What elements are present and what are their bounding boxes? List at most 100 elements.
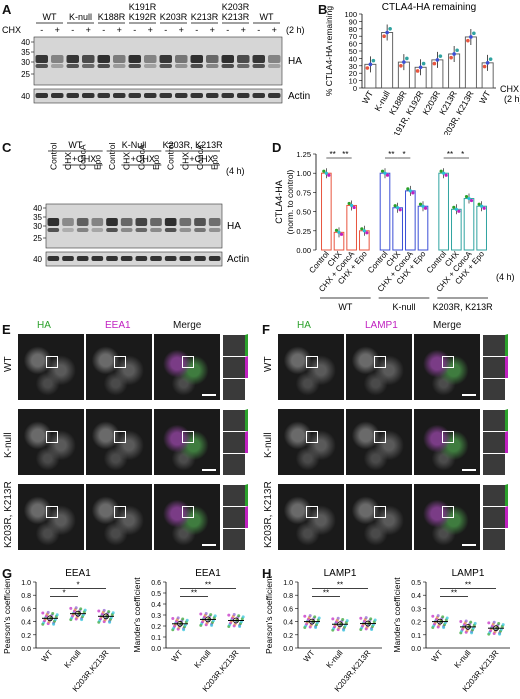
ha-band-lower — [106, 228, 118, 232]
data-point — [83, 608, 87, 612]
data-point — [480, 204, 484, 208]
column-label: Merge — [433, 320, 462, 331]
column-label: EEA1 — [105, 320, 131, 331]
ha-band-lower — [237, 64, 250, 68]
y-tick-label: 0.1 — [151, 635, 161, 642]
chx-sign: + — [210, 25, 215, 35]
y-tick-label: 0.4 — [411, 593, 421, 600]
actin-band — [206, 93, 219, 98]
data-point — [52, 622, 56, 626]
roi-box — [442, 431, 454, 443]
panel-letter-f: F — [262, 322, 270, 337]
ha-band — [66, 55, 79, 63]
data-point — [380, 169, 385, 173]
data-point — [331, 617, 335, 621]
ha-band — [144, 55, 157, 63]
roi-box — [46, 356, 58, 368]
data-point — [182, 628, 186, 632]
actin-band — [82, 93, 95, 98]
y-axis-label: % CTLA4-HA remaining — [324, 6, 334, 97]
data-point — [337, 230, 341, 234]
panel-c-western-blot: WT +CHX K-Null +CHX K203R, K213R +CHX Control C… — [33, 140, 249, 267]
zoom-inset — [222, 409, 248, 432]
y-tick-label: 0.5 — [411, 580, 421, 587]
scale-bar — [202, 394, 216, 396]
y-tick-label: 20 — [349, 69, 357, 78]
ha-band — [76, 218, 89, 226]
panel-e-micrographs: HA EEA1 Merge WT K-null K203R, K213R — [0, 320, 260, 560]
data-point — [452, 52, 456, 56]
x-tick-label: WT — [360, 89, 375, 105]
data-point — [80, 618, 84, 622]
data-point — [492, 620, 496, 624]
bar — [321, 172, 332, 251]
data-point — [308, 614, 312, 618]
y-tick-label: 80 — [349, 25, 357, 34]
x-tick-label: WT — [430, 648, 445, 663]
actin-band — [47, 256, 60, 261]
data-point — [383, 171, 387, 175]
chx-sign: - — [40, 25, 43, 35]
ha-band — [128, 55, 141, 63]
y-tick-label: 0.25 — [296, 227, 311, 236]
data-point — [436, 614, 440, 618]
data-point — [181, 617, 185, 621]
actin-band — [97, 93, 110, 98]
y-tick-label: 0.00 — [296, 246, 311, 255]
ha-band-lower — [47, 228, 60, 232]
scale-bar — [202, 469, 216, 471]
data-point — [467, 196, 471, 201]
chx-label: +CHX — [189, 154, 213, 164]
chart-title: EEA1 — [65, 568, 91, 579]
chx-sign: - — [102, 25, 105, 35]
y-tick-label: 0.0 — [21, 646, 31, 653]
data-point — [442, 626, 446, 630]
ha-band-lower — [35, 64, 48, 68]
roi-box — [374, 506, 386, 518]
sig-label: ** — [330, 150, 336, 159]
data-point — [469, 620, 473, 624]
y-axis-label: Pearson's coefficient — [2, 575, 12, 654]
bar — [392, 207, 403, 251]
data-point — [477, 202, 481, 206]
data-point — [405, 56, 409, 61]
y-tick-label: 0.5 — [151, 591, 161, 598]
lane-label: WT — [260, 12, 274, 22]
data-point — [449, 55, 453, 60]
lane-label: WT — [43, 12, 57, 22]
ladder-label: 25 — [21, 70, 30, 79]
ha-band-lower — [268, 64, 281, 68]
ha-band-lower — [62, 228, 74, 232]
ha-band — [106, 218, 118, 226]
data-point — [204, 611, 208, 615]
ladder-label: 25 — [33, 234, 42, 243]
y-tick-label: 100 — [344, 10, 357, 19]
zoom-inset — [222, 334, 248, 357]
zoom-inset — [482, 453, 508, 476]
ladder-label: 40 — [33, 255, 42, 264]
data-point — [322, 169, 326, 173]
lane-label: K203R — [160, 12, 188, 22]
actin-band — [128, 93, 141, 98]
micrograph — [154, 484, 220, 550]
ha-band-lower — [120, 228, 133, 232]
ha-band-lower — [66, 64, 79, 68]
actin-band — [252, 93, 265, 98]
data-point — [469, 198, 474, 203]
bar — [379, 172, 391, 251]
mean-marker — [365, 620, 371, 627]
data-point — [393, 204, 397, 208]
chx-sign: + — [179, 25, 184, 35]
actin-band — [237, 93, 250, 98]
data-point — [303, 614, 307, 618]
micrograph — [154, 409, 220, 475]
actin-blot — [45, 251, 223, 267]
y-tick-label: 0.1 — [411, 633, 421, 640]
data-point — [313, 615, 317, 619]
zoom-inset — [222, 506, 248, 529]
zoom-inset — [482, 431, 508, 454]
data-point — [352, 205, 356, 210]
chart-title: LAMP1 — [324, 568, 357, 579]
data-point — [435, 58, 440, 62]
